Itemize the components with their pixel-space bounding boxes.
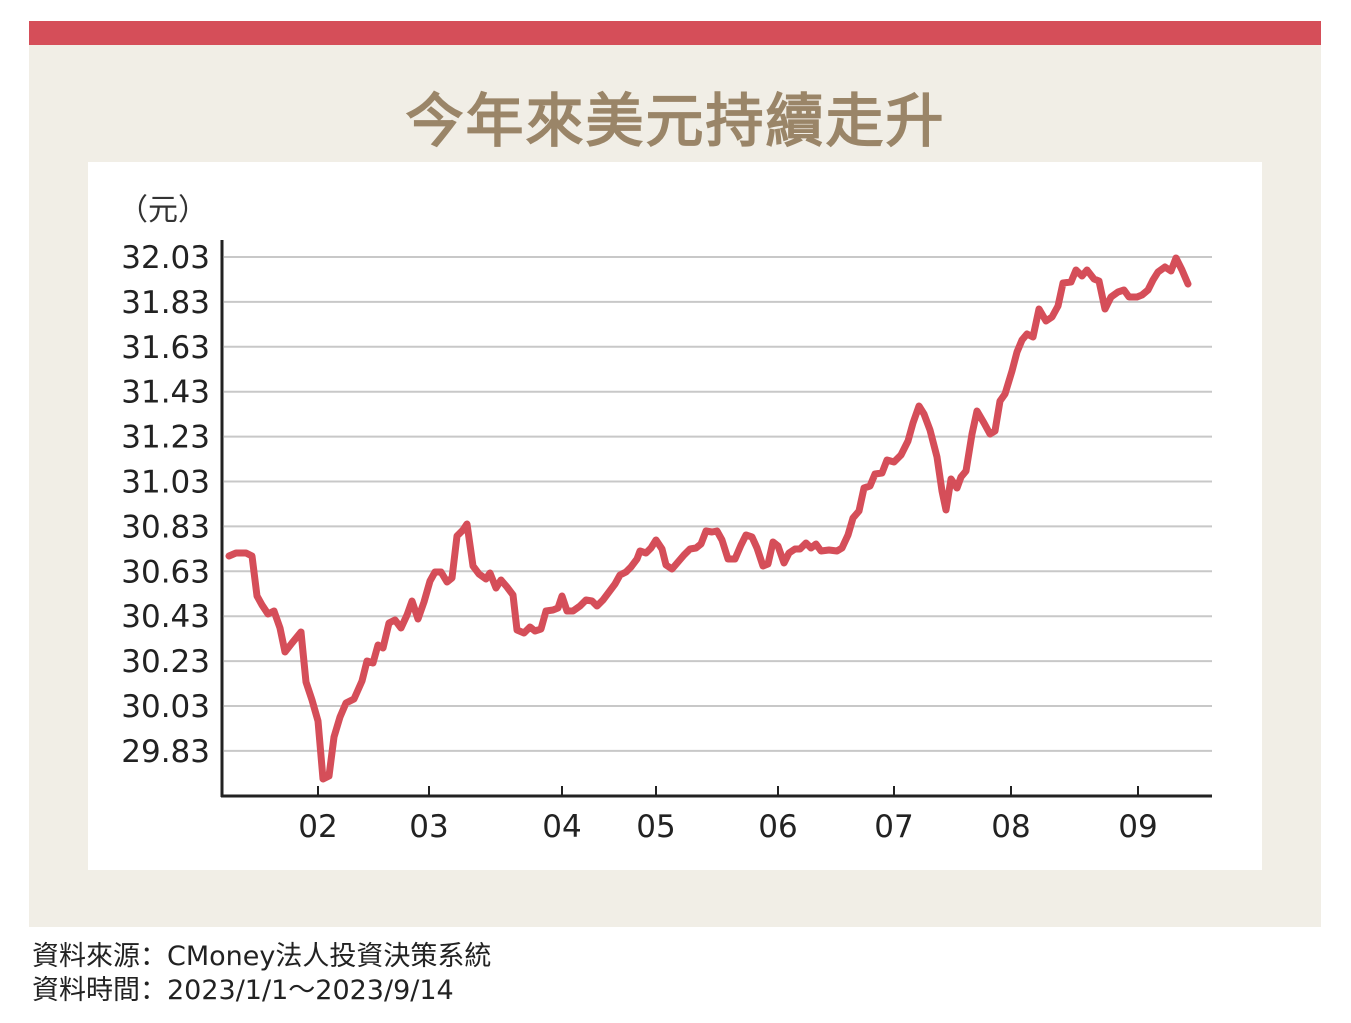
y-tick-label: 30.63 (121, 554, 210, 590)
gridlines (224, 256, 1212, 752)
y-tick-label: 30.43 (121, 599, 210, 635)
y-tick-label: 31.03 (121, 465, 210, 501)
source-note: 資料來源：CMoney法人投資決策系統 (32, 941, 492, 972)
y-tick-label: 30.23 (121, 644, 210, 680)
x-tick-label: 04 (542, 809, 581, 845)
y-axis-ticks: 32.03 31.83 31.63 31.43 31.23 31.03 30.83 30.63… (121, 240, 210, 770)
x-tick-label: 07 (874, 809, 913, 845)
top-accent-bar (29, 21, 1321, 45)
y-tick-label: 30.03 (121, 689, 210, 725)
usd-twd-series-line (225, 254, 1192, 783)
y-tick-label: 31.63 (121, 330, 210, 366)
y-tick-label: 31.83 (121, 285, 210, 321)
y-tick-label: 29.83 (121, 734, 210, 770)
x-axis-ticks: 02 03 04 05 06 07 08 09 (298, 786, 1158, 845)
x-tick-label: 08 (991, 809, 1030, 845)
x-tick-label: 06 (758, 809, 797, 845)
x-tick-label: 02 (298, 809, 337, 845)
x-tick-label: 05 (636, 809, 675, 845)
x-tick-label: 03 (409, 809, 448, 845)
y-tick-label: 30.83 (121, 509, 210, 545)
chart-title: 今年來美元持續走升 (405, 87, 946, 155)
x-tick-label: 09 (1118, 809, 1157, 845)
y-tick-label: 31.23 (121, 420, 210, 456)
period-note: 資料時間：2023/1/1～2023/9/14 (32, 975, 454, 1006)
y-tick-label: 31.43 (121, 375, 210, 411)
y-tick-label: 32.03 (121, 240, 210, 276)
y-axis-unit-label: （元） (118, 193, 208, 228)
